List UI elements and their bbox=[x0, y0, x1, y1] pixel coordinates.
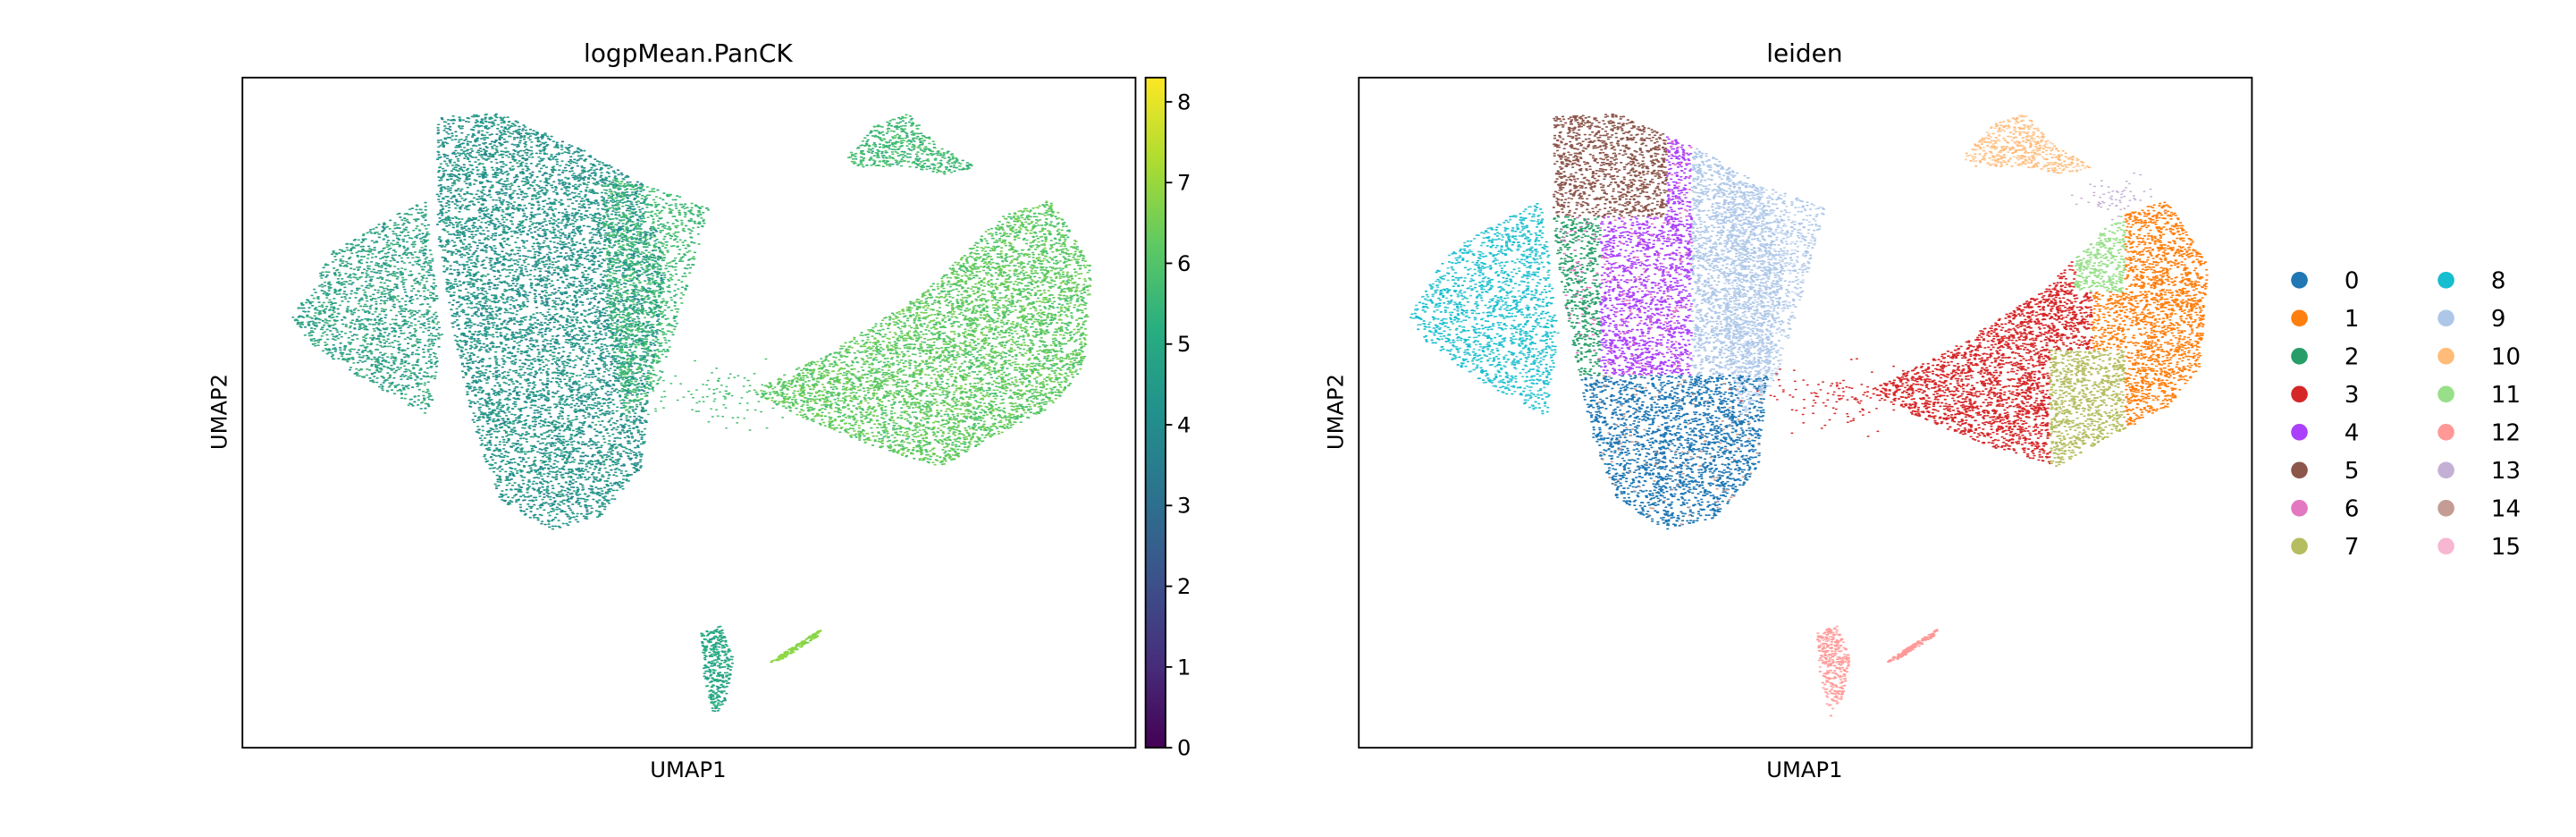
scatter-points-group bbox=[602, 179, 711, 410]
scatter-points-group bbox=[1965, 114, 2092, 174]
legend-marker bbox=[2437, 309, 2454, 327]
scatter-points-group bbox=[1690, 148, 1785, 376]
scatter-points-group bbox=[1964, 114, 2087, 173]
scatter-points-group bbox=[753, 202, 1091, 466]
legend-marker bbox=[2437, 461, 2454, 479]
legend-marker bbox=[2437, 423, 2454, 441]
legend-marker bbox=[2437, 537, 2454, 555]
legend-label: 13 bbox=[2491, 458, 2521, 485]
scatter-points-group bbox=[1597, 374, 1764, 526]
scatter-points-group bbox=[1598, 136, 1694, 376]
scatter-points-group bbox=[293, 205, 444, 410]
legend-label: 5 bbox=[2344, 458, 2360, 485]
scatter-points-group bbox=[435, 116, 664, 528]
leiden-y-axis-label: UMAP2 bbox=[1324, 374, 1349, 450]
scatter-points-group bbox=[1865, 261, 2093, 465]
leiden-panel: leiden UMAP1 UMAP2 012345678910111213141… bbox=[1324, 38, 2521, 782]
legend-marker bbox=[2291, 309, 2308, 327]
colorbar-tick-label: 7 bbox=[1177, 171, 1191, 196]
colorbar-tick-label: 2 bbox=[1177, 574, 1191, 599]
legend-label: 4 bbox=[2344, 420, 2360, 447]
scatter-points-group bbox=[1886, 629, 1939, 664]
panck-title: logpMean.PanCK bbox=[584, 38, 793, 68]
legend-label: 14 bbox=[2491, 496, 2521, 523]
legend-label: 2 bbox=[2344, 344, 2360, 371]
scatter-points-group bbox=[1718, 179, 1823, 415]
scatter-points-group bbox=[2090, 201, 2209, 426]
legend-label: 11 bbox=[2491, 382, 2521, 409]
legend-marker bbox=[2291, 461, 2308, 479]
scatter-points-group bbox=[436, 113, 667, 520]
colorbar-gradient bbox=[1144, 76, 1166, 749]
colorbar-ticks: 0 1 2 3 4 5 6 7 8 bbox=[1165, 89, 1191, 761]
legend-marker bbox=[2291, 537, 2308, 555]
legend-label: 3 bbox=[2344, 382, 2360, 409]
scatter-points-group bbox=[291, 204, 441, 406]
colorbar-tick-label: 4 bbox=[1177, 412, 1191, 437]
legend-marker bbox=[2291, 347, 2308, 365]
legend-marker bbox=[2291, 271, 2308, 289]
panck-plot-frame bbox=[241, 76, 1137, 749]
scatter-points-group bbox=[1728, 358, 1932, 437]
leiden-x-axis-label: UMAP1 bbox=[1766, 757, 1842, 782]
legend-label: 8 bbox=[2491, 268, 2506, 295]
scatter-points-group bbox=[848, 115, 973, 175]
leiden-plot-frame bbox=[1358, 76, 2253, 749]
colorbar-tick-label: 8 bbox=[1177, 89, 1191, 114]
legend-marker bbox=[2291, 499, 2308, 517]
legend-label: 12 bbox=[2491, 420, 2521, 447]
legend-label: 6 bbox=[2344, 496, 2360, 523]
legend-label: 9 bbox=[2491, 306, 2506, 333]
panck-panel: logpMean.PanCK UMAP1 UMAP2 0 1 2 3 4 5 6 7 8 bbox=[207, 38, 1191, 782]
legend-label: 10 bbox=[2491, 344, 2521, 371]
panck-x-axis-label: UMAP1 bbox=[650, 757, 726, 782]
scatter-points-group bbox=[1409, 203, 1558, 415]
scatter-points-group bbox=[700, 625, 734, 712]
colorbar-tick-label: 3 bbox=[1177, 494, 1191, 519]
scatter-points-group bbox=[296, 201, 442, 410]
legend-marker bbox=[2291, 385, 2308, 403]
leiden-scatter-points bbox=[1409, 113, 2209, 717]
scatter-points-group bbox=[2049, 349, 2127, 467]
scatter-points-group bbox=[602, 179, 709, 409]
scatter-points-group bbox=[770, 630, 822, 664]
scatter-points-group bbox=[1560, 141, 1693, 376]
colorbar-tick-label: 6 bbox=[1177, 251, 1191, 276]
scatter-points-group bbox=[2070, 172, 2167, 221]
scatter-points-group bbox=[600, 181, 703, 404]
legend-marker bbox=[2437, 271, 2454, 289]
scatter-points-group bbox=[1816, 628, 1851, 717]
colorbar-tick-label: 0 bbox=[1177, 736, 1191, 761]
scatter-points-group bbox=[1552, 113, 1669, 218]
colorbar-tick-label: 5 bbox=[1177, 332, 1191, 357]
scatter-points-group bbox=[1411, 206, 1560, 410]
scatter-points-group bbox=[2074, 216, 2126, 292]
colorbar-tick-label: 1 bbox=[1177, 655, 1191, 680]
legend-label: 1 bbox=[2344, 306, 2360, 333]
panck-scatter-points bbox=[291, 113, 1092, 712]
legend-marker bbox=[2437, 385, 2454, 403]
legend-marker bbox=[2291, 423, 2308, 441]
legend-marker bbox=[2437, 347, 2454, 365]
legend-label: 15 bbox=[2491, 534, 2521, 561]
scatter-points-group bbox=[597, 355, 830, 431]
leiden-title: leiden bbox=[1766, 38, 1842, 68]
panck-colorbar: 0 1 2 3 4 5 6 7 8 bbox=[1144, 76, 1191, 761]
legend-label: 0 bbox=[2344, 268, 2360, 295]
legend-label: 7 bbox=[2344, 534, 2360, 561]
legend-marker bbox=[2437, 499, 2454, 517]
panck-y-axis-label: UMAP2 bbox=[207, 374, 232, 450]
